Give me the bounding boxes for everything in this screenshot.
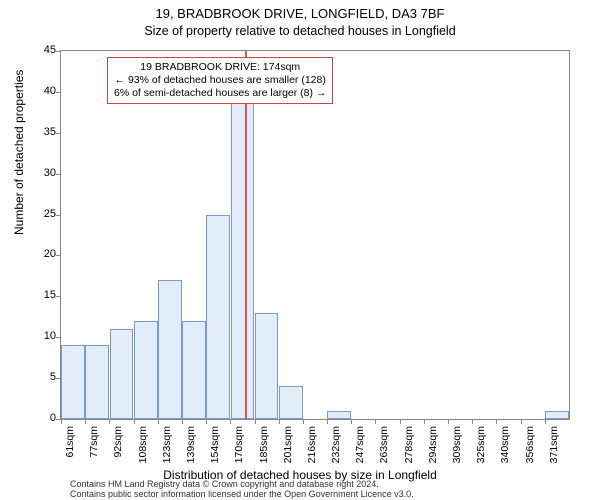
- credits: Contains HM Land Registry data © Crown c…: [70, 480, 414, 500]
- ytick-label: 0: [50, 412, 56, 424]
- histogram-bar: [255, 313, 279, 419]
- histogram-bar: [134, 321, 158, 419]
- xtick-mark: [448, 419, 449, 424]
- xtick-mark: [424, 419, 425, 424]
- xtick-label: 123sqm: [161, 426, 173, 466]
- xtick-mark: [109, 419, 110, 424]
- ytick-label: 25: [44, 208, 56, 220]
- xtick-mark: [85, 419, 86, 424]
- xtick-mark: [521, 419, 522, 424]
- xtick-label: 263sqm: [378, 426, 390, 466]
- histogram-bar: [279, 386, 303, 419]
- annotation-line-2: ← 93% of detached houses are smaller (12…: [114, 74, 326, 87]
- xtick-label: 371sqm: [548, 426, 560, 466]
- xtick-mark: [472, 419, 473, 424]
- xtick-mark: [351, 419, 352, 424]
- histogram-bar: [61, 345, 85, 419]
- xtick-label: 108sqm: [137, 426, 149, 466]
- xtick-label: 325sqm: [475, 426, 487, 466]
- xtick-label: 61sqm: [64, 426, 76, 466]
- ytick-label: 35: [44, 126, 56, 138]
- xtick-mark: [327, 419, 328, 424]
- xtick-label: 185sqm: [258, 426, 270, 466]
- histogram-bar: [110, 329, 134, 419]
- xtick-label: 309sqm: [451, 426, 463, 466]
- annotation-box: 19 BRADBROOK DRIVE: 174sqm← 93% of detac…: [107, 57, 333, 104]
- xtick-mark: [61, 419, 62, 424]
- chart-title-sub: Size of property relative to detached ho…: [0, 24, 600, 38]
- credits-line-2: Contains public sector information licen…: [70, 490, 414, 500]
- ytick-mark: [56, 174, 61, 175]
- xtick-label: 278sqm: [403, 426, 415, 466]
- property-marker-line: [245, 51, 247, 419]
- xtick-label: 154sqm: [209, 426, 221, 466]
- annotation-line-3: 6% of semi-detached houses are larger (8…: [114, 87, 326, 100]
- xtick-mark: [158, 419, 159, 424]
- ytick-label: 15: [44, 289, 56, 301]
- xtick-label: 294sqm: [427, 426, 439, 466]
- xtick-label: 201sqm: [282, 426, 294, 466]
- property-size-chart: 19, BRADBROOK DRIVE, LONGFIELD, DA3 7BF …: [0, 0, 600, 500]
- xtick-label: 340sqm: [499, 426, 511, 466]
- xtick-label: 92sqm: [112, 426, 124, 466]
- xtick-label: 232sqm: [330, 426, 342, 466]
- xtick-label: 77sqm: [88, 426, 100, 466]
- histogram-bar: [158, 280, 182, 419]
- ytick-mark: [56, 215, 61, 216]
- ytick-mark: [56, 92, 61, 93]
- ytick-label: 10: [44, 330, 56, 342]
- xtick-mark: [400, 419, 401, 424]
- ytick-mark: [56, 255, 61, 256]
- ytick-label: 20: [44, 248, 56, 260]
- xtick-mark: [134, 419, 135, 424]
- histogram-bar: [327, 411, 351, 419]
- xtick-label: 356sqm: [524, 426, 536, 466]
- chart-title-main: 19, BRADBROOK DRIVE, LONGFIELD, DA3 7BF: [0, 6, 600, 21]
- histogram-bar: [85, 345, 109, 419]
- histogram-bar: [206, 215, 230, 419]
- xtick-mark: [230, 419, 231, 424]
- annotation-line-1: 19 BRADBROOK DRIVE: 174sqm: [114, 61, 326, 74]
- histogram-bar: [182, 321, 206, 419]
- xtick-mark: [255, 419, 256, 424]
- ytick-label: 30: [44, 167, 56, 179]
- histogram-bar: [231, 92, 255, 419]
- xtick-mark: [303, 419, 304, 424]
- xtick-mark: [279, 419, 280, 424]
- ytick-mark: [56, 337, 61, 338]
- histogram-bar: [545, 411, 569, 419]
- xtick-mark: [375, 419, 376, 424]
- ytick-mark: [56, 51, 61, 52]
- ytick-label: 40: [44, 85, 56, 97]
- xtick-label: 216sqm: [306, 426, 318, 466]
- plot-area: 19 BRADBROOK DRIVE: 174sqm← 93% of detac…: [60, 50, 570, 420]
- xtick-label: 139sqm: [185, 426, 197, 466]
- xtick-mark: [545, 419, 546, 424]
- xtick-mark: [496, 419, 497, 424]
- xtick-label: 247sqm: [354, 426, 366, 466]
- ytick-mark: [56, 296, 61, 297]
- xtick-label: 170sqm: [233, 426, 245, 466]
- xtick-mark: [182, 419, 183, 424]
- ytick-label: 45: [44, 44, 56, 56]
- ytick-mark: [56, 133, 61, 134]
- y-axis-label: Number of detached properties: [12, 70, 26, 235]
- xtick-mark: [206, 419, 207, 424]
- ytick-label: 5: [50, 371, 56, 383]
